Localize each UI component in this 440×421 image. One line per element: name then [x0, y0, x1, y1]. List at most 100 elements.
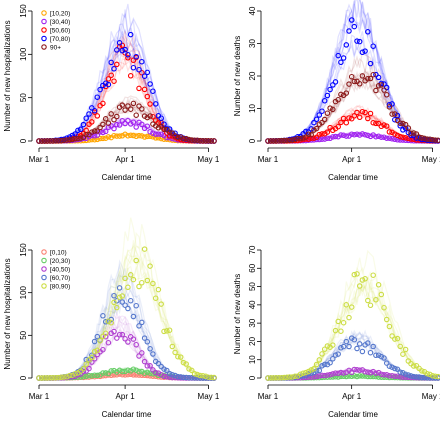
data-point — [313, 116, 320, 123]
data-point — [300, 373, 306, 379]
data-point — [141, 73, 148, 79]
data-point — [133, 302, 139, 309]
data-point — [435, 137, 440, 144]
data-point — [89, 119, 95, 125]
data-point — [100, 370, 106, 376]
data-point — [332, 133, 339, 140]
data-point — [183, 135, 189, 142]
x-tick-label: Apr 1 — [116, 392, 136, 401]
data-point — [114, 335, 120, 341]
data-point — [365, 369, 371, 375]
data-point — [119, 371, 126, 378]
data-point — [348, 304, 355, 310]
x-axis-title: Calendar time — [328, 173, 378, 182]
data-point — [102, 128, 109, 135]
data-point — [383, 360, 390, 366]
data-point — [381, 372, 387, 378]
data-point — [136, 85, 142, 92]
simulation-line — [38, 46, 214, 142]
data-point — [367, 75, 374, 82]
data-point — [370, 272, 376, 278]
data-point — [130, 336, 137, 342]
data-point — [386, 129, 393, 135]
data-point — [324, 343, 331, 349]
data-point — [150, 370, 156, 377]
data-point — [386, 104, 393, 110]
data-point — [416, 134, 422, 140]
data-point — [394, 373, 401, 379]
data-point — [338, 119, 344, 126]
data-point — [144, 339, 151, 345]
data-point — [421, 135, 428, 142]
data-point — [338, 345, 344, 351]
data-point — [359, 49, 366, 56]
legend-marker — [41, 257, 47, 264]
data-point — [400, 134, 406, 141]
data-point — [125, 51, 131, 58]
data-point — [102, 80, 109, 86]
data-point — [435, 373, 440, 380]
data-point — [175, 353, 181, 360]
data-point — [348, 17, 355, 23]
data-point — [335, 374, 341, 380]
data-point — [311, 119, 317, 126]
data-point — [389, 333, 395, 339]
data-point — [416, 374, 422, 380]
data-point — [83, 373, 89, 380]
data-point — [381, 87, 387, 93]
data-point — [356, 132, 363, 138]
y-tick-label: 30 — [248, 318, 257, 327]
data-point — [316, 121, 323, 127]
data-point — [75, 371, 81, 378]
data-point — [281, 374, 287, 381]
data-point — [133, 53, 139, 60]
data-point — [270, 375, 277, 381]
y-tick-label: 10 — [248, 355, 257, 364]
data-point — [172, 374, 178, 381]
data-point — [319, 119, 325, 126]
data-point — [100, 346, 106, 353]
data-point — [130, 119, 137, 125]
data-point — [200, 373, 206, 379]
data-point — [111, 328, 117, 335]
data-point — [400, 351, 406, 357]
data-point — [150, 280, 156, 287]
data-point — [305, 371, 312, 377]
data-point — [311, 135, 317, 141]
data-point — [340, 373, 347, 380]
data-point — [100, 333, 106, 340]
data-point — [150, 351, 156, 357]
data-point — [114, 47, 120, 53]
data-point — [158, 131, 164, 138]
data-point — [394, 112, 401, 119]
data-point — [116, 294, 123, 301]
data-point — [47, 375, 53, 381]
data-point — [319, 363, 325, 369]
data-point — [127, 272, 134, 278]
simulation-bands — [38, 217, 215, 379]
y-tick-label: 150 — [19, 4, 28, 18]
data-point — [161, 366, 167, 372]
data-point — [373, 370, 379, 377]
data-point — [144, 277, 151, 284]
data-point — [130, 57, 137, 64]
legend-marker — [41, 18, 47, 25]
data-point — [102, 330, 109, 337]
data-point — [108, 319, 114, 326]
data-point — [330, 82, 336, 88]
data-point — [72, 136, 78, 142]
data-point — [152, 369, 159, 376]
data-point — [69, 372, 76, 378]
data-point — [410, 373, 417, 380]
data-points — [265, 271, 440, 381]
legend-marker — [41, 266, 47, 272]
data-point — [356, 341, 363, 347]
data-point — [139, 69, 145, 76]
data-point — [102, 370, 109, 376]
data-point — [183, 361, 189, 367]
x-tick-label: May 1 — [198, 392, 220, 401]
data-point — [172, 372, 178, 379]
y-tick-label: 20 — [248, 71, 257, 80]
data-point — [166, 126, 173, 132]
simulation-line — [39, 55, 214, 142]
